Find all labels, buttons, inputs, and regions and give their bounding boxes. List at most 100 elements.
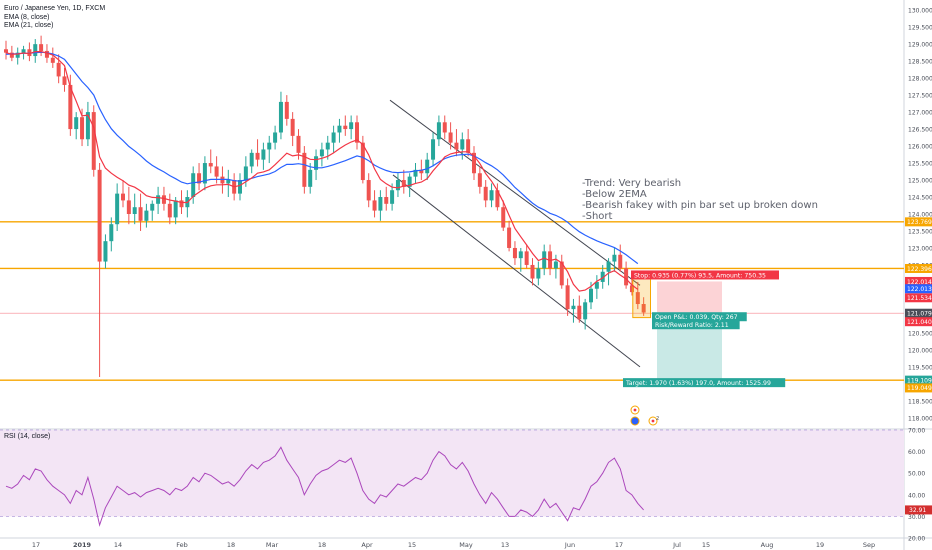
- candle-body: [483, 186, 488, 201]
- candle-body: [325, 142, 330, 150]
- price-scale-tag: [905, 276, 932, 286]
- time-tick-label: 18: [227, 541, 235, 549]
- target-label-text: Target: 1.970 (1.63%) 197.0, Amount: 152…: [625, 380, 771, 387]
- candle-body: [167, 203, 172, 218]
- candle-body: [360, 142, 365, 181]
- price-tick-label: 120.000: [908, 347, 932, 354]
- price-pane-bg: [0, 0, 904, 428]
- candle-body: [243, 166, 248, 181]
- price-tick-label: 129.000: [908, 42, 932, 49]
- time-tick-label: Jul: [672, 541, 681, 549]
- candle-body: [349, 122, 354, 130]
- candle-body: [62, 76, 67, 85]
- pnl-label: Open P&L: 0.039, Qty: 267: [652, 312, 747, 322]
- candle-body: [261, 149, 266, 160]
- candle-body: [641, 304, 646, 313]
- price-scale-tag-text: 121.040: [907, 319, 932, 326]
- candle-body: [472, 152, 476, 174]
- candle-body: [214, 166, 219, 177]
- candle-body: [384, 197, 389, 204]
- candle-body: [202, 163, 207, 184]
- price-scale-tag: [905, 217, 932, 227]
- candle-body: [319, 149, 324, 157]
- price-tick-label: 126.500: [908, 127, 932, 134]
- target-label: Target: 1.970 (1.63%) 197.0, Amount: 152…: [623, 378, 786, 388]
- price-scale-tag: [905, 263, 932, 273]
- candle-body: [489, 190, 494, 201]
- rsi-tick-label: 20.00: [908, 536, 925, 543]
- candle-body: [606, 261, 611, 272]
- price-scale-tag: [905, 308, 932, 318]
- candle-body: [56, 62, 61, 77]
- candle-body: [179, 200, 184, 208]
- event-marker-dot: [633, 408, 637, 412]
- time-tick-label: 13: [501, 541, 509, 549]
- candle-body: [612, 254, 617, 262]
- candle-body: [507, 227, 512, 248]
- candle-body: [331, 132, 336, 143]
- candle-body: [121, 193, 125, 201]
- candle-body: [571, 305, 576, 310]
- candle-body: [583, 302, 588, 320]
- price-scale-tag: [905, 293, 932, 303]
- candle-body: [436, 122, 441, 140]
- candle-body: [150, 203, 155, 211]
- price-tick-label: 120.500: [908, 330, 932, 337]
- price-scale-tag: [905, 284, 932, 294]
- candle-body: [97, 169, 102, 262]
- candle-body: [191, 173, 196, 198]
- candle-body: [524, 251, 529, 265]
- candle-body: [577, 305, 582, 320]
- candle-body: [401, 180, 406, 187]
- price-scale-tag: [905, 383, 932, 393]
- time-tick-label: 14: [114, 541, 122, 549]
- candle-body: [308, 169, 313, 187]
- candle-body: [477, 173, 482, 187]
- candle-body: [156, 195, 161, 204]
- candle-body: [565, 285, 570, 310]
- price-tick-label: 125.000: [908, 178, 932, 185]
- event-count: 2: [656, 416, 659, 422]
- candle-body: [4, 49, 8, 53]
- price-scale-tag-text: 119.109: [907, 377, 932, 384]
- candle-body: [126, 200, 131, 214]
- stop-label-text: Stop: 0.935 (0.77%) 93.5, Amount: 750.35: [634, 272, 766, 279]
- candle-body: [431, 139, 436, 160]
- trade-note: -Trend: Very bearish -Below 2EMA -Bearis…: [582, 178, 818, 222]
- rsi-tick-label: 60.00: [908, 449, 925, 456]
- price-tick-label: 118.500: [908, 398, 932, 405]
- candle-body: [495, 190, 500, 208]
- price-scale-tag-text: 123.769: [907, 219, 932, 226]
- candle-body: [448, 132, 453, 143]
- candle-body: [273, 132, 278, 143]
- candle-body: [589, 288, 593, 303]
- time-tick-label: 15: [408, 541, 416, 549]
- event-marker-icon: [630, 416, 640, 426]
- rsi-tick-label: 30.00: [908, 514, 925, 521]
- price-scale-tag-text: 121.534: [907, 295, 932, 302]
- ema-slow-line: [5, 51, 639, 265]
- candle-body: [343, 125, 348, 130]
- candle-body: [109, 224, 114, 242]
- ema-fast-line: [5, 51, 639, 292]
- channel-lower-line: [392, 174, 641, 368]
- price-tick-label: 128.500: [908, 59, 932, 66]
- price-tick-label: 123.000: [908, 245, 932, 252]
- price-tick-label: 126.000: [908, 144, 932, 151]
- candle-body: [419, 169, 424, 174]
- price-tick-label: 125.500: [908, 161, 932, 168]
- price-scale-tag-text: 119.049: [907, 385, 932, 392]
- pnl-label-bg: [652, 312, 747, 322]
- price-scale-tag: [905, 317, 932, 327]
- rsi-tick-label: 70.00: [908, 428, 925, 435]
- candle-body: [220, 176, 225, 184]
- candle-body: [161, 195, 166, 204]
- candle-body: [9, 52, 14, 58]
- price-tick-label: 118.000: [908, 415, 932, 422]
- candle-body: [337, 125, 342, 133]
- candle-body: [226, 180, 231, 184]
- candle-body: [255, 152, 260, 160]
- price-tick-label: 127.500: [908, 93, 932, 100]
